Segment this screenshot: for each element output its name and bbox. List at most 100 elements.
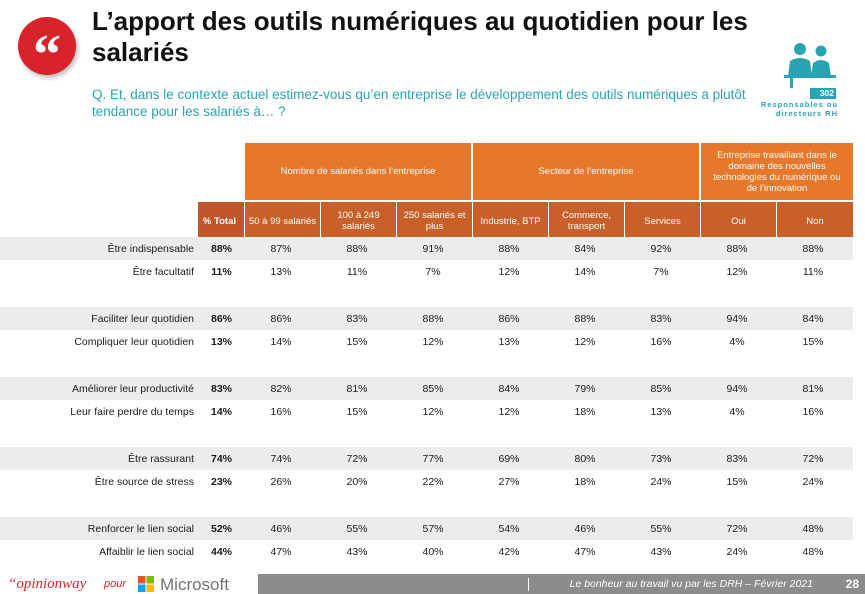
row-total: 86% <box>210 312 232 325</box>
row-label: Être source de stress <box>94 475 194 488</box>
row-value: 18% <box>574 405 596 418</box>
row-value: 69% <box>498 452 520 465</box>
col-header-50-99: 50 à 99 salariés <box>245 202 321 240</box>
row-value: 79% <box>574 382 596 395</box>
row-value: 82% <box>270 382 292 395</box>
footer-separator <box>528 578 529 591</box>
group-header-sector: Secteur de l’entreprise <box>473 143 699 200</box>
row-total: 74% <box>210 452 232 465</box>
page-title: L’apport des outils numériques au quotid… <box>92 6 748 67</box>
row-value: 72% <box>726 522 748 535</box>
study-title: Le bonheur au travail vu par les DRH – F… <box>569 578 813 590</box>
row-value: 87% <box>270 242 292 255</box>
row-value: 84% <box>498 382 520 395</box>
row-label: Affaiblir le lien social <box>99 545 194 558</box>
microsoft-logo-icon <box>138 576 154 592</box>
row-total: 23% <box>210 475 232 488</box>
group-header-company-size: Nombre de salariés dans l’entreprise <box>245 143 471 200</box>
row-value: 7% <box>653 265 669 278</box>
row-value: 92% <box>650 242 672 255</box>
row-value: 88% <box>802 242 824 255</box>
row-value: 77% <box>422 452 444 465</box>
row-total: 13% <box>210 335 232 348</box>
row-value: 73% <box>650 452 672 465</box>
row-value: 88% <box>498 242 520 255</box>
sample-label: Responsables ou directeurs RH <box>760 100 838 118</box>
row-value: 83% <box>726 452 748 465</box>
row-total: 52% <box>210 522 232 535</box>
row-value: 11% <box>802 265 824 278</box>
row-label: Leur faire perdre du temps <box>70 405 194 418</box>
row-label: Être facultatif <box>132 265 194 278</box>
row-value: 47% <box>270 545 292 558</box>
row-value: 48% <box>802 545 824 558</box>
row-value: 13% <box>498 335 520 348</box>
row-value: 12% <box>422 405 444 418</box>
row-value: 55% <box>346 522 368 535</box>
table-row: Faciliter leur quotidien 86% 86% 83% 88% 86% 8… <box>0 307 853 330</box>
row-value: 12% <box>498 265 520 278</box>
row-value: 88% <box>726 242 748 255</box>
table-row: Améliorer leur productivité 83% 82% 81% 85% 8… <box>0 377 853 400</box>
row-value: 85% <box>650 382 672 395</box>
row-value: 16% <box>270 405 292 418</box>
row-value: 14% <box>574 265 596 278</box>
row-value: 86% <box>498 312 520 325</box>
row-value: 11% <box>346 265 368 278</box>
row-value: 15% <box>726 475 748 488</box>
table-row: Compliquer leur quotidien 13% 14% 15% 12% 13%… <box>0 330 853 353</box>
row-value: 54% <box>498 522 520 535</box>
row-value: 26% <box>270 475 292 488</box>
row-value: 18% <box>574 475 596 488</box>
row-value: 85% <box>422 382 444 395</box>
row-value: 13% <box>650 405 672 418</box>
col-header-total: % Total <box>198 202 245 240</box>
row-value: 81% <box>802 382 824 395</box>
row-value: 7% <box>425 265 441 278</box>
row-value: 91% <box>422 242 444 255</box>
table-row: Être rassurant 74% 74% 72% 77% 69% 80% 73% 83% 72… <box>0 447 853 470</box>
row-value: 55% <box>650 522 672 535</box>
row-value: 42% <box>498 545 520 558</box>
row-value: 83% <box>650 312 672 325</box>
row-value: 22% <box>422 475 444 488</box>
row-value: 72% <box>346 452 368 465</box>
row-value: 86% <box>270 312 292 325</box>
row-value: 88% <box>422 312 444 325</box>
row-total: 88% <box>210 242 232 255</box>
row-total: 14% <box>210 405 232 418</box>
row-value: 84% <box>802 312 824 325</box>
row-value: 74% <box>270 452 292 465</box>
row-label: Être rassurant <box>128 452 194 465</box>
row-value: 94% <box>726 312 748 325</box>
row-total: 11% <box>211 265 232 278</box>
group-header-tech: Entreprise travaillant dans le domaine d… <box>701 143 853 200</box>
microsoft-name: Microsoft <box>160 575 229 594</box>
col-header-industrie: Industrie, BTP <box>473 202 549 240</box>
row-value: 47% <box>574 545 596 558</box>
col-header-oui: Oui <box>701 202 777 240</box>
row-value: 12% <box>422 335 444 348</box>
row-value: 57% <box>422 522 444 535</box>
row-value: 46% <box>270 522 292 535</box>
row-value: 24% <box>650 475 672 488</box>
row-value: 24% <box>726 545 748 558</box>
quote-icon: “ <box>18 17 76 83</box>
row-value: 15% <box>346 405 368 418</box>
col-header-250-plus: 250 salariés et plus <box>397 202 473 240</box>
row-label: Être indispensable <box>107 242 194 255</box>
row-value: 43% <box>346 545 368 558</box>
row-value: 12% <box>574 335 596 348</box>
row-value: 12% <box>498 405 520 418</box>
col-header-100-249: 100 à 249 salariés <box>321 202 397 240</box>
row-label: Compliquer leur quotidien <box>74 335 194 348</box>
row-value: 94% <box>726 382 748 395</box>
row-value: 83% <box>346 312 368 325</box>
survey-question: Q. Et, dans le contexte actuel estimez-v… <box>92 87 746 119</box>
row-value: 4% <box>729 405 745 418</box>
row-value: 88% <box>346 242 368 255</box>
table-row: Leur faire perdre du temps 14% 16% 15% 12% 12… <box>0 400 853 423</box>
table-row: Affaiblir le lien social 44% 47% 43% 40% 42% 4… <box>0 540 853 563</box>
row-label: Améliorer leur productivité <box>72 382 194 395</box>
row-value: 84% <box>574 242 596 255</box>
